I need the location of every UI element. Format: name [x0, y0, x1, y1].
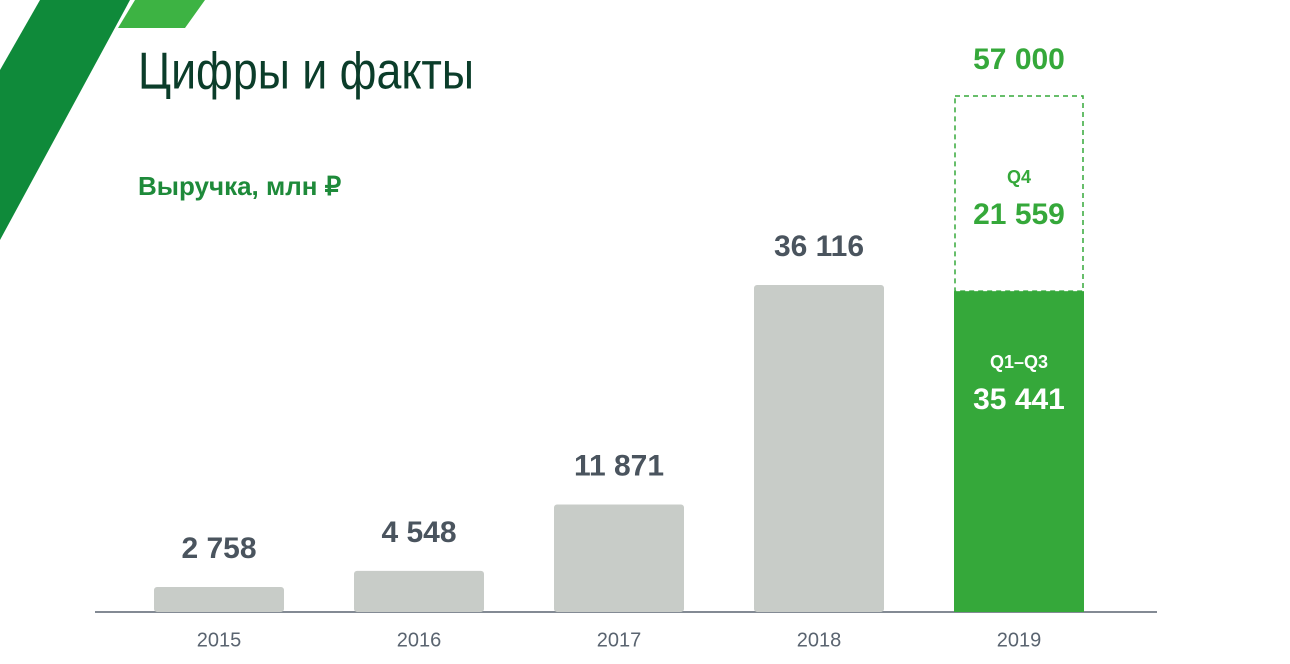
bar [554, 504, 684, 612]
x-tick-label: 2019 [997, 629, 1042, 651]
decor-stripe [0, 0, 40, 70]
chart-title: Цифры и факты [138, 43, 474, 101]
value-label: 21 559 [973, 198, 1065, 231]
segment-name: Q1–Q3 [990, 352, 1048, 372]
bar [754, 285, 884, 612]
value-label: 2 758 [181, 532, 256, 565]
total-label: 57 000 [973, 43, 1065, 76]
value-label: 35 441 [973, 383, 1065, 416]
x-tick-label: 2018 [797, 629, 842, 651]
chart-subtitle: Выручка, млн ₽ [138, 171, 342, 201]
value-label: 36 116 [774, 230, 864, 263]
segment-name: Q4 [1007, 167, 1031, 187]
decor-stripe [118, 0, 205, 28]
bar [954, 291, 1084, 612]
x-tick-label: 2015 [197, 629, 242, 651]
x-tick-label: 2016 [397, 629, 442, 651]
bar-segment [954, 95, 1084, 292]
bar [154, 587, 284, 612]
x-tick-label: 2017 [597, 629, 642, 651]
bar [354, 570, 484, 612]
decor-stripe [0, 0, 130, 240]
value-label: 11 871 [574, 449, 664, 482]
value-label: 4 548 [381, 516, 456, 549]
